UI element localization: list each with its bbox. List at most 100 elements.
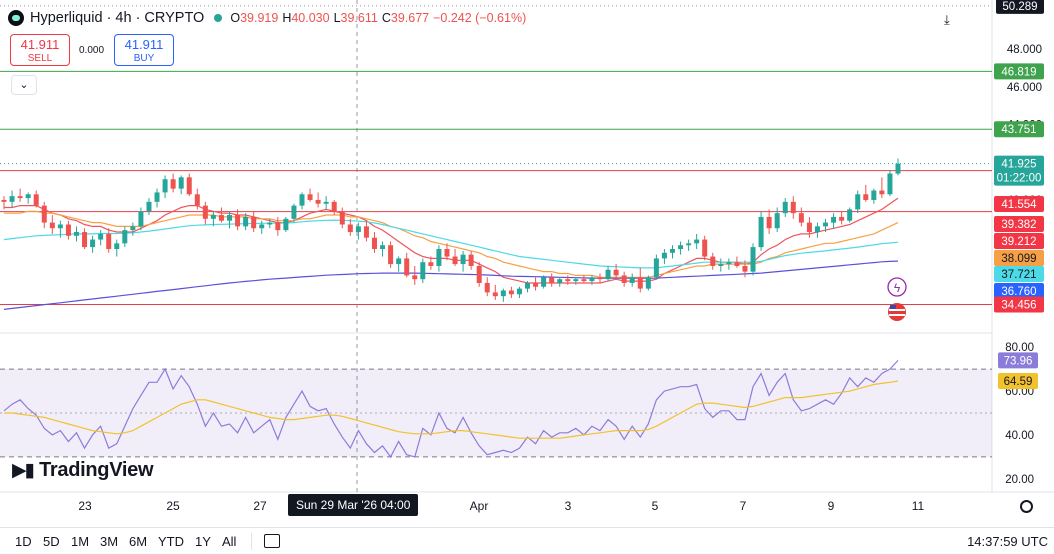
candle-body xyxy=(33,194,39,206)
spread-value: 0.000 xyxy=(79,45,105,56)
candle-41 xyxy=(331,199,337,216)
candle-71 xyxy=(573,277,579,285)
price-label-box-7 xyxy=(994,266,1044,282)
gear-icon[interactable] xyxy=(1020,500,1033,513)
price-label-6: 38.099 xyxy=(1001,253,1036,265)
candle-40 xyxy=(323,196,329,210)
time-tick-0: 23 xyxy=(78,499,92,513)
candle-body xyxy=(621,275,627,283)
range-ytd[interactable]: YTD xyxy=(158,534,184,549)
candle-body xyxy=(130,226,136,231)
candle-body xyxy=(307,194,313,200)
range-1y[interactable]: 1Y xyxy=(195,534,211,549)
candle-body xyxy=(243,216,249,227)
candle-body xyxy=(742,265,748,272)
price-label-box-5 xyxy=(994,233,1044,249)
rsi-tick-0: 80.00 xyxy=(1005,342,1034,354)
candle-77 xyxy=(621,271,627,287)
candle-body xyxy=(500,290,506,297)
candle-109 xyxy=(879,177,885,199)
price-label-box-9 xyxy=(994,296,1044,313)
candle-85 xyxy=(686,239,692,251)
candle-body xyxy=(57,224,63,229)
candle-90 xyxy=(726,258,732,270)
candle-body xyxy=(9,196,15,202)
candle-body xyxy=(863,194,869,200)
candle-body xyxy=(73,232,79,236)
candle-23 xyxy=(186,173,192,197)
candle-body xyxy=(65,224,71,236)
candle-body xyxy=(428,262,434,266)
us-flag-stripe-icon xyxy=(889,314,905,316)
buy-label: BUY xyxy=(133,53,155,64)
candle-body xyxy=(363,226,369,238)
price-chart[interactable]: ϟ48.00046.00044.00040.00050.28946.81943.… xyxy=(0,0,1054,527)
candle-110 xyxy=(887,169,893,197)
candle-body xyxy=(218,215,224,221)
candle-body xyxy=(404,258,410,276)
candle-33 xyxy=(267,218,273,229)
candle-body xyxy=(235,215,241,227)
collapse-chevron-icon[interactable]: ⌄ xyxy=(11,75,37,95)
candle-26 xyxy=(210,211,216,227)
candle-body xyxy=(814,226,820,233)
candle-body xyxy=(323,201,329,204)
chart-title[interactable]: Hyperliquid · 4h · CRYPTO xyxy=(30,10,205,26)
ma-line-2 xyxy=(3,219,899,269)
price-label-5: 39.212 xyxy=(1001,236,1036,248)
price-label-7: 37.721 xyxy=(1001,269,1036,281)
candle-18 xyxy=(146,198,152,216)
candle-body xyxy=(460,254,466,265)
range-1d[interactable]: 1D xyxy=(15,534,32,549)
candle-body xyxy=(178,177,184,189)
candle-body xyxy=(452,256,458,265)
candle-body xyxy=(468,254,474,266)
candle-body xyxy=(291,205,297,219)
candle-78 xyxy=(629,273,635,287)
candle-45 xyxy=(363,220,369,242)
candle-27 xyxy=(218,207,224,223)
candle-body xyxy=(734,262,740,266)
range-1m[interactable]: 1M xyxy=(71,534,90,549)
candle-body xyxy=(879,190,885,195)
calendar-icon[interactable] xyxy=(264,534,280,548)
ohlc-change: −0.242 (−0.61%) xyxy=(433,11,527,25)
candle-94 xyxy=(758,211,764,251)
candle-body xyxy=(557,279,563,283)
candle-body xyxy=(694,239,700,244)
candle-0 xyxy=(1,196,7,210)
price-tick-0: 48.000 xyxy=(1007,44,1042,56)
candle-body xyxy=(138,211,144,227)
candle-38 xyxy=(307,188,313,202)
range-all[interactable]: All xyxy=(222,534,237,549)
candle-11 xyxy=(90,235,96,253)
candle-29 xyxy=(235,209,241,231)
candle-92 xyxy=(742,260,748,278)
candle-39 xyxy=(315,192,321,208)
range-5d[interactable]: 5D xyxy=(43,534,60,549)
candle-96 xyxy=(774,207,780,233)
candle-body xyxy=(49,222,55,229)
us-flag-stripe-icon xyxy=(889,309,905,311)
time-tick-5: 5 xyxy=(652,499,659,513)
candle-body xyxy=(653,258,659,278)
candle-103 xyxy=(831,213,837,229)
candle-body xyxy=(726,262,732,265)
range-3m[interactable]: 3M xyxy=(100,534,119,549)
candle-body xyxy=(315,199,321,204)
range-6m[interactable]: 6M xyxy=(129,534,148,549)
candle-body xyxy=(669,249,675,253)
candle-8 xyxy=(65,220,71,240)
candle-15 xyxy=(122,226,128,248)
candle-24 xyxy=(194,188,200,210)
candle-32 xyxy=(259,220,265,234)
candle-body xyxy=(82,232,88,248)
clock-time[interactable]: 14:37:59 UTC xyxy=(967,534,1048,549)
download-icon[interactable]: ⤓ xyxy=(944,12,950,27)
buy-button[interactable]: 41.911 BUY xyxy=(114,34,174,66)
candle-16 xyxy=(130,222,136,236)
candle-body xyxy=(613,269,619,276)
candle-body xyxy=(541,277,547,287)
sell-button[interactable]: 41.911 SELL xyxy=(10,34,70,66)
price-label-box-2 xyxy=(994,155,1044,186)
